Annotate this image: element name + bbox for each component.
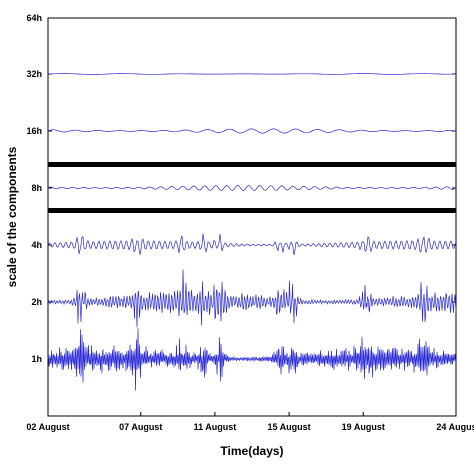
x-tick-label: 11 August xyxy=(194,422,237,432)
series-layer xyxy=(47,73,457,391)
x-tick-label: 02 August xyxy=(26,422,69,432)
series-line-32h xyxy=(48,73,456,75)
x-tick-label: 24 August xyxy=(436,422,474,432)
y-tick-label: 16h xyxy=(26,126,42,136)
series-line-4h xyxy=(47,233,457,256)
series-line-1h xyxy=(47,328,457,391)
x-tick-label: 19 August xyxy=(342,422,385,432)
y-tick-label: 2h xyxy=(31,297,42,307)
y-tick-label: 8h xyxy=(31,183,42,193)
series-line-16h xyxy=(47,128,457,134)
plot-frame xyxy=(47,17,457,417)
series-line-8h xyxy=(47,185,457,191)
series-line-2h xyxy=(47,269,457,328)
y-tick-label: 64h xyxy=(26,13,42,23)
y-tick-label: 4h xyxy=(31,240,42,250)
y-tick-label: 32h xyxy=(26,69,42,79)
x-axis-label: Time(days) xyxy=(220,444,283,458)
x-tick-label: 07 August xyxy=(119,422,162,432)
x-axis: 02 August 07 August 11 August 15 August 19 A… xyxy=(26,412,474,432)
highlight-bar-bottom xyxy=(48,208,456,213)
y-axis-label: scale of the components xyxy=(5,146,19,287)
highlight-bar-top xyxy=(48,162,456,167)
y-tick-label: 1h xyxy=(31,354,42,364)
x-tick-label: 15 August xyxy=(268,422,311,432)
